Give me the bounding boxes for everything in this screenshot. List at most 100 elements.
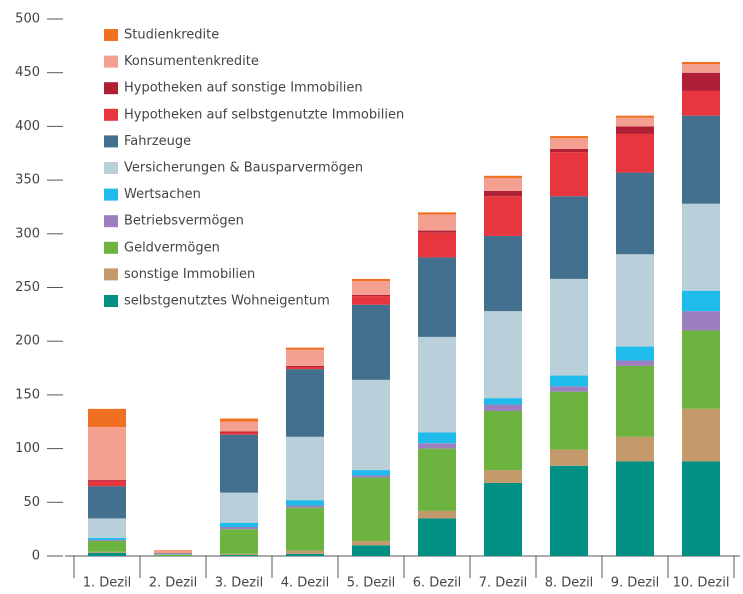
bar-segment — [154, 550, 192, 551]
bar-segment — [484, 470, 522, 483]
bar-segment — [220, 492, 258, 523]
x-tick-label: 9. Dezil — [611, 576, 660, 591]
y-tick-label: 500 — [15, 12, 40, 27]
x-tick-label: 6. Dezil — [413, 576, 462, 591]
legend-label: Hypotheken auf selbstgenutzte Immobilien — [124, 107, 404, 122]
bar-segment — [616, 461, 654, 556]
bar-segment — [286, 500, 324, 506]
bar-segment — [484, 404, 522, 412]
bar-segment — [418, 448, 456, 511]
bar-segment — [550, 138, 588, 149]
bar-segment — [616, 360, 654, 366]
bar-segment — [352, 379, 390, 471]
x-tick-label: 3. Dezil — [215, 576, 264, 591]
bar-segment — [88, 551, 126, 553]
bar-segment — [616, 117, 654, 127]
bar-segment — [484, 175, 522, 178]
bar-segment — [682, 61, 720, 65]
bar-segment — [550, 148, 588, 153]
bar-segment — [682, 290, 720, 312]
y-tick-label: 400 — [15, 119, 40, 134]
legend-swatch — [104, 268, 118, 281]
bar-segment — [220, 421, 258, 432]
bar-segment — [286, 349, 324, 366]
bar-segment — [286, 366, 324, 370]
bar-segment — [220, 554, 258, 556]
bar-segment — [682, 72, 720, 91]
x-tick-label: 10. Dezil — [673, 576, 730, 591]
bar-segment — [286, 369, 324, 437]
bar-segment — [418, 257, 456, 337]
bar-segment — [220, 529, 258, 554]
x-tick-label: 7. Dezil — [479, 576, 528, 591]
y-tick-label: 200 — [15, 334, 40, 349]
bar-segment — [352, 278, 390, 282]
y-tick-label: 100 — [15, 441, 40, 456]
bar-segment — [682, 330, 720, 409]
bar-segment — [286, 505, 324, 508]
bar-segment — [550, 278, 588, 376]
bar-segment — [550, 449, 588, 466]
y-tick-label: 0 — [32, 549, 40, 564]
bar-segment — [550, 386, 588, 392]
bar-segment — [352, 545, 390, 556]
x-tick-label: 5. Dezil — [347, 576, 396, 591]
bar-segment — [154, 554, 192, 555]
bar-segment — [616, 254, 654, 347]
x-tick-label: 1. Dezil — [83, 576, 132, 591]
bar-segment — [88, 427, 126, 480]
bar-segment — [220, 527, 258, 530]
legend-label: sonstige Immobilien — [124, 267, 255, 282]
bar-segment — [286, 550, 324, 554]
bar-segment — [418, 443, 456, 449]
y-tick-label: 350 — [15, 173, 40, 188]
bar-segment — [682, 115, 720, 204]
bar-segment — [88, 408, 126, 428]
bar-segment — [418, 212, 456, 215]
legend-swatch — [104, 295, 118, 307]
bar-segment — [418, 432, 456, 444]
bar-segment — [88, 518, 126, 538]
bar-segment — [352, 295, 390, 297]
bar-segment — [418, 232, 456, 258]
bar-segment — [352, 477, 390, 541]
bar-segment — [682, 408, 720, 462]
legend-label: Wertsachen — [124, 187, 201, 202]
bar-segment — [418, 230, 456, 233]
y-tick-label: 50 — [23, 495, 40, 510]
bar-segment — [484, 311, 522, 399]
bar-segment — [616, 346, 654, 361]
bar-segment — [220, 431, 258, 433]
bar-segment — [682, 461, 720, 556]
bar-segment — [550, 391, 588, 450]
bar-segment — [286, 365, 324, 367]
legend-label: Betriebsvermögen — [124, 214, 244, 229]
bar-segment — [286, 507, 324, 551]
bar-segment — [352, 281, 390, 296]
bar-segment — [484, 190, 522, 197]
bar-segment — [682, 311, 720, 331]
legend-swatch — [104, 188, 118, 201]
bar-segment — [484, 235, 522, 312]
bar-segment — [352, 470, 390, 476]
bar-segment — [154, 553, 192, 555]
bar-segment — [154, 550, 192, 554]
bar-segment — [484, 398, 522, 405]
legend-swatch — [104, 162, 118, 174]
legend-swatch — [104, 82, 118, 95]
bar-segment — [88, 552, 126, 556]
bar-segment — [418, 510, 456, 519]
y-tick-label: 450 — [15, 65, 40, 80]
legend-swatch — [104, 215, 118, 228]
bar-segment — [220, 553, 258, 555]
legend-label: Fahrzeuge — [124, 134, 191, 149]
legend-label: Versicherungen & Bausparvermögen — [124, 161, 363, 176]
bar-segment — [220, 418, 258, 422]
bar-segment — [616, 126, 654, 134]
legend-swatch — [104, 241, 118, 254]
bar-segment — [682, 90, 720, 116]
bar-segment — [550, 136, 588, 139]
legend-label: selbstgenutztes Wohneigentum — [124, 294, 330, 309]
bar-segment — [682, 203, 720, 291]
